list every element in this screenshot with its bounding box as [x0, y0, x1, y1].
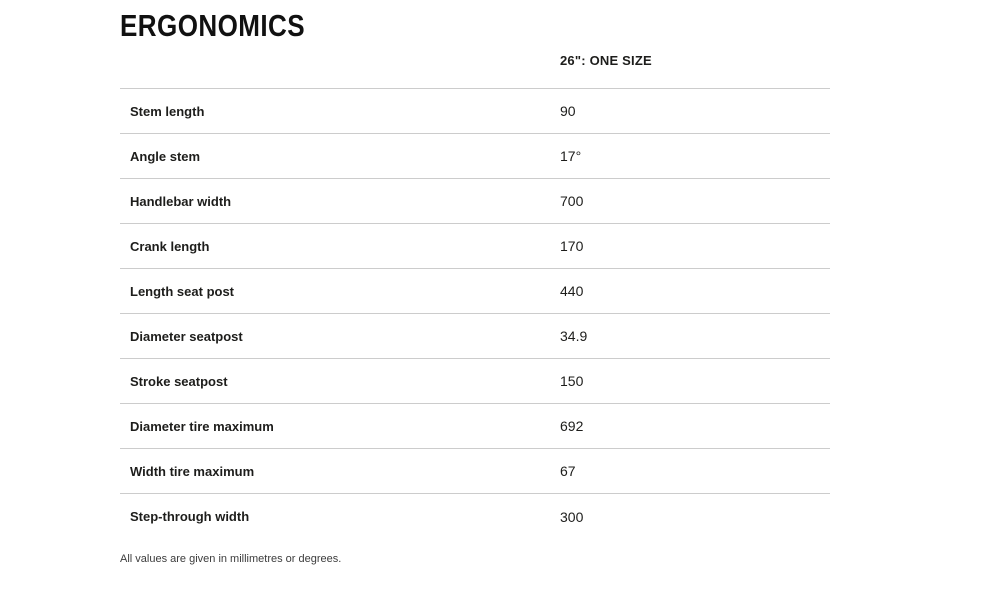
spec-value: 17°: [560, 148, 582, 164]
table-row: Angle stem 17°: [120, 134, 830, 179]
units-footnote: All values are given in millimetres or d…: [120, 553, 342, 565]
ergonomics-section: ERGONOMICS 26": ONE SIZE Stem length 90 An…: [0, 8, 1000, 565]
table-row: Stroke seatpost 150: [120, 359, 830, 404]
table-row: Handlebar width 700: [120, 179, 830, 224]
spec-label: Handlebar width: [130, 193, 232, 209]
page-title: ERGONOMICS: [120, 8, 306, 43]
spec-value: 67: [560, 463, 576, 479]
ergonomics-spec-table: 26": ONE SIZE Stem length 90 Angle stem 17°…: [120, 44, 830, 539]
spec-value: 90: [560, 103, 576, 119]
spec-label: Diameter tire maximum: [130, 418, 274, 434]
spec-value: 440: [560, 283, 584, 299]
table-row: Crank length 170: [120, 224, 830, 269]
table-body: Stem length 90 Angle stem 17° Handlebar widt…: [120, 89, 830, 539]
table-row: Diameter tire maximum 692: [120, 404, 830, 449]
spec-label: Stroke seatpost: [130, 373, 228, 389]
spec-label: Step-through width: [130, 509, 250, 524]
size-column-header: 26": ONE SIZE: [560, 52, 652, 68]
spec-value: 300: [560, 508, 584, 525]
spec-label: Stem length: [130, 103, 205, 119]
spec-label: Diameter seatpost: [130, 328, 243, 344]
spec-label: Crank length: [130, 238, 210, 254]
table-header-row: 26": ONE SIZE: [120, 44, 830, 89]
spec-value: 692: [560, 418, 584, 434]
table-row: Stem length 90: [120, 89, 830, 134]
spec-label: Length seat post: [130, 283, 235, 299]
spec-value: 700: [560, 193, 584, 209]
spec-value: 150: [560, 373, 584, 389]
table-row: Width tire maximum 67: [120, 449, 830, 494]
spec-label: Width tire maximum: [130, 463, 255, 479]
spec-value: 170: [560, 238, 584, 254]
table-row: Step-through width 300: [120, 494, 830, 539]
spec-value: 34.9: [560, 328, 588, 344]
spec-label: Angle stem: [130, 148, 201, 164]
table-row: Diameter seatpost 34.9: [120, 314, 830, 359]
table-row: Length seat post 440: [120, 269, 830, 314]
